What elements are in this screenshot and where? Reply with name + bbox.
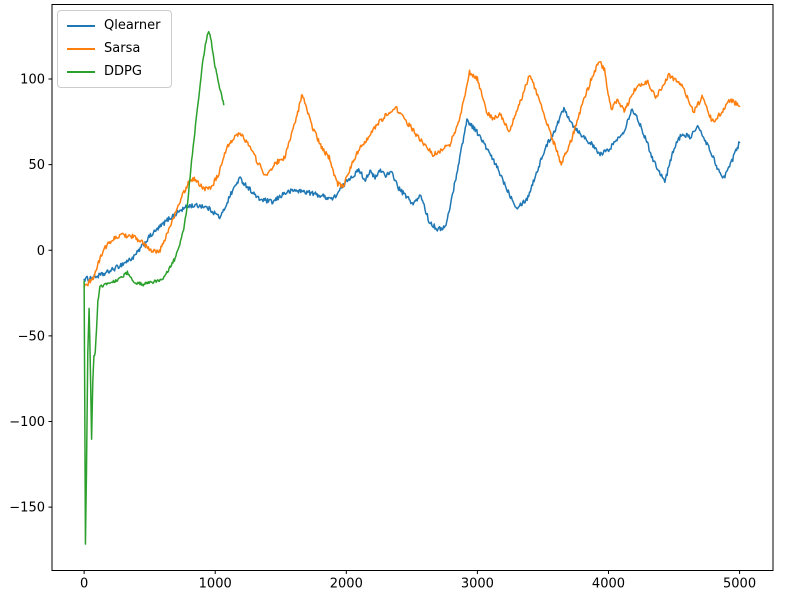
series-line-qlearner [83,106,741,282]
y-axis-tick-label: −100 [9,415,45,430]
y-axis-tick-label: −150 [9,501,45,516]
plot-border [51,4,774,571]
legend-label: Qlearner [104,18,161,33]
x-axis-tick-label: 0 [80,577,88,592]
legend-label: Sarsa [104,41,141,56]
x-axis-tick-label: 4000 [592,577,625,592]
y-axis-tick-label: 50 [28,158,45,173]
legend-entry: DDPG [67,65,161,79]
series-line-sarsa [83,60,741,289]
legend-line-sample [67,48,95,50]
x-axis-tick-label: 3000 [461,577,494,592]
legend-label: DDPG [104,64,142,79]
legend-entry: Sarsa [67,42,161,56]
series-line-ddpg [83,30,225,545]
legend-entry: Qlearner [67,19,161,33]
x-axis-tick-label: 5000 [723,577,756,592]
x-axis-tick-label: 2000 [330,577,363,592]
legend-line-sample [67,25,95,27]
y-axis-tick-label: 100 [20,72,45,87]
legend: Qlearner Sarsa DDPG [57,10,172,88]
y-axis-tick-label: −50 [18,329,45,344]
legend-line-sample [67,71,95,73]
y-axis-tick-label: 0 [37,244,45,259]
x-axis-tick-label: 1000 [199,577,232,592]
